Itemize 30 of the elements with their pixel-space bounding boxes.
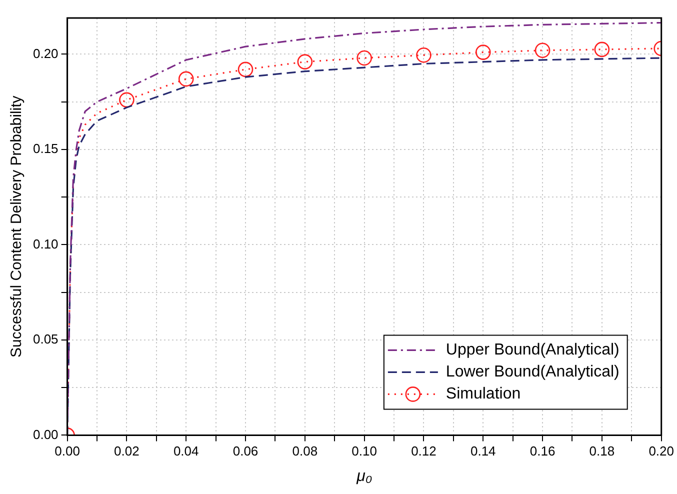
point [475, 44, 491, 60]
y-tick-label: 0.15 [32, 141, 58, 156]
point [238, 62, 254, 78]
y-tick-label: 0.20 [32, 46, 58, 61]
point [119, 92, 134, 108]
x-axis-title: μ₀ [356, 468, 372, 485]
y-tick-label: 0.05 [32, 332, 58, 347]
x-tick-label: 0.20 [648, 444, 674, 459]
x-tick-label: 0.12 [411, 444, 436, 459]
x-tick-label: 0.08 [292, 444, 318, 459]
point [178, 71, 194, 87]
x-tick-label: 0.18 [589, 444, 615, 459]
point [297, 54, 313, 70]
x-tick-label: 0.14 [470, 444, 496, 459]
x-tick-label: 0.10 [352, 444, 377, 459]
y-tick-label: 0.10 [32, 236, 58, 252]
x-tick-label: 0.00 [54, 444, 80, 459]
point [534, 42, 550, 58]
legend-label: Lower Bound(Analytical) [446, 364, 620, 381]
legend-label: Upper Bound(Analytical) [446, 342, 620, 359]
point [416, 48, 432, 63]
x-tick-label: 0.06 [232, 444, 258, 459]
y-axis-title: Successful Content Delivery Probability [8, 95, 26, 358]
point [594, 42, 610, 58]
legend-label: Simulation [446, 386, 521, 403]
point [356, 50, 372, 66]
x-tick-label: 0.02 [114, 444, 140, 459]
x-tick-label: 0.16 [530, 444, 556, 459]
y-tick-label: 0.00 [32, 426, 58, 442]
x-tick-label: 0.04 [173, 444, 199, 459]
